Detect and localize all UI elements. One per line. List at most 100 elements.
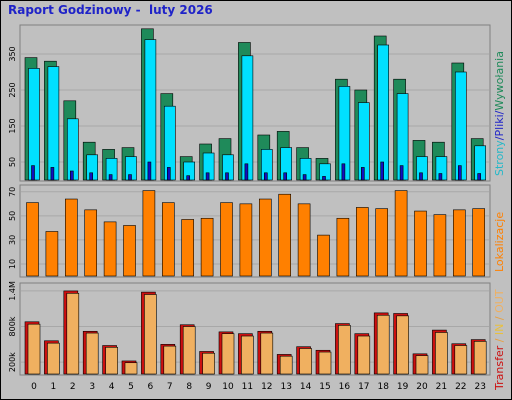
bar-strony [283, 172, 288, 181]
bar-pliki [47, 66, 60, 181]
bar-out [396, 315, 409, 375]
x-tick-label: 11 [242, 382, 253, 392]
bar-lokalizacje [355, 207, 369, 277]
x-tick-label: 6 [148, 382, 154, 392]
bar-out [318, 351, 332, 375]
bar-lokalizacje [297, 203, 311, 277]
x-tick-label: 4 [109, 382, 115, 392]
legend-label: Wywołania [493, 51, 506, 111]
bar-out [415, 355, 429, 375]
legend-label: Strony [493, 140, 506, 176]
bar-out [27, 323, 41, 375]
panel1-right-label: Strony/Pliki/Wywołania [493, 51, 506, 176]
bar-out [202, 352, 215, 375]
bar-out [163, 345, 177, 375]
bar-lokalizacje [433, 214, 447, 277]
bar-lokalizacje [84, 209, 97, 277]
legend-label: Lokalizacje [493, 212, 506, 272]
legend-label: Pliki [493, 114, 506, 136]
panel3-right-label: Transfer / IN / OUT [493, 289, 506, 391]
bar-out [221, 333, 235, 375]
bar-lokalizacje [472, 208, 486, 277]
bar-lokalizacje [123, 225, 136, 277]
bar-strony [399, 165, 404, 181]
bar-lokalizacje [181, 219, 194, 277]
bar-lokalizacje [65, 198, 78, 277]
bar-strony [263, 172, 268, 181]
bar-strony [360, 167, 365, 181]
x-tick-label: 23 [474, 382, 485, 392]
bar-lokalizacje [45, 231, 59, 277]
bar-strony [205, 172, 210, 181]
legend-label: IN [493, 324, 506, 335]
bar-pliki [377, 44, 390, 181]
bar-lokalizacje [375, 208, 389, 277]
bar-strony [380, 161, 385, 181]
x-tick-label: 17 [358, 382, 369, 392]
x-tick-label: 1 [51, 382, 57, 392]
bar-lokalizacje [414, 210, 427, 277]
bar-strony [128, 174, 132, 181]
bar-out [376, 314, 390, 375]
bar-strony [225, 172, 229, 181]
bar-out [299, 348, 312, 375]
x-tick-label: 10 [222, 382, 234, 392]
x-tick-label: 20 [416, 382, 428, 392]
bar-lokalizacje [452, 209, 466, 277]
x-tick-label: 8 [186, 382, 192, 392]
legend-label: OUT [493, 289, 506, 313]
bar-out [260, 332, 274, 375]
bar-out [241, 335, 254, 375]
panel2-right-label: Lokalizacje [493, 212, 506, 272]
x-tick-label: 15 [319, 382, 330, 392]
bar-strony [70, 170, 74, 181]
bar-strony [167, 167, 171, 181]
bar-lokalizacje [162, 202, 175, 277]
legend-label: Transfer [493, 345, 506, 391]
bar-lokalizacje [394, 190, 408, 277]
y-tick-label: 800k [8, 316, 17, 336]
bar-out [124, 362, 138, 375]
x-tick-label: 18 [377, 382, 389, 392]
x-tick-label: 2 [70, 382, 76, 392]
bar-out [435, 332, 448, 375]
y-tick-label: 200k [8, 352, 17, 372]
y-tick-label: 70 [8, 187, 17, 197]
bar-strony [147, 161, 152, 181]
bar-pliki [144, 39, 157, 181]
x-tick-label: 3 [89, 382, 95, 392]
legend-label: / [493, 136, 506, 140]
y-tick-label: 50 [8, 157, 17, 167]
x-tick-label: 0 [31, 382, 37, 392]
bar-strony [108, 174, 113, 181]
bar-lokalizacje [258, 198, 272, 277]
bar-lokalizacje [278, 193, 292, 277]
bar-strony [341, 163, 346, 181]
x-tick-label: 5 [128, 382, 134, 392]
bar-strony [244, 163, 249, 181]
bar-out [66, 293, 80, 375]
bar-out [85, 332, 99, 375]
y-tick-label: 350 [8, 46, 17, 61]
bar-lokalizacje [142, 190, 156, 277]
y-tick-label: 50 [8, 211, 17, 221]
bar-strony [322, 176, 326, 181]
bar-pliki [454, 71, 467, 181]
y-tick-label: 150 [8, 118, 17, 133]
bar-lokalizacje [239, 203, 253, 277]
bar-out [473, 341, 487, 375]
bar-strony [302, 174, 307, 181]
bar-out [357, 335, 371, 375]
bar-pliki [28, 68, 40, 181]
panel-visits [19, 184, 491, 278]
bar-out [454, 345, 468, 375]
x-tick-label: 12 [261, 382, 272, 392]
bar-out [182, 326, 196, 375]
bar-strony [50, 167, 55, 181]
bar-out [144, 294, 157, 375]
y-tick-label: 30 [8, 235, 17, 245]
x-tick-label: 9 [206, 382, 212, 392]
bar-strony [419, 172, 423, 181]
bar-strony [477, 173, 482, 181]
